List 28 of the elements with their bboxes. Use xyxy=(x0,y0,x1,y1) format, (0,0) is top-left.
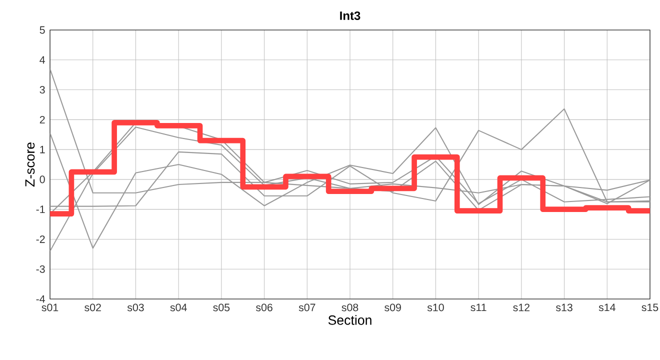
y-tick-label: 4 xyxy=(40,56,45,64)
x-tick-label: s05 xyxy=(213,304,230,312)
x-tick-label: s12 xyxy=(513,304,530,312)
y-tick-label: -4 xyxy=(36,295,45,303)
y-tick-label: 0 xyxy=(40,176,45,184)
x-tick-label: s01 xyxy=(42,304,58,312)
x-tick-label: s13 xyxy=(556,304,572,312)
y-tick-label: 5 xyxy=(40,26,45,34)
y-tick-label: 1 xyxy=(40,146,45,154)
y-tick-label: -2 xyxy=(36,235,45,243)
y-tick-label: 2 xyxy=(40,116,45,124)
y-axis-title: Z-score xyxy=(25,142,35,187)
x-tick-label: s07 xyxy=(298,304,316,312)
y-tick-label: -1 xyxy=(36,206,45,213)
x-tick-label: s15 xyxy=(642,304,658,312)
y-tick-label: -3 xyxy=(36,265,45,273)
x-tick-label: s09 xyxy=(384,304,401,312)
x-tick-label: s08 xyxy=(342,304,358,312)
chart-title: Int3 xyxy=(340,11,360,20)
x-tick-label: s11 xyxy=(470,304,486,312)
x-tick-label: s10 xyxy=(427,304,444,312)
x-tick-label: s04 xyxy=(170,304,187,312)
x-tick-label: s14 xyxy=(598,304,616,312)
y-tick-label: 3 xyxy=(40,86,45,94)
x-tick-label: s06 xyxy=(256,304,272,312)
x-axis-title: Section xyxy=(328,315,372,325)
x-tick-label: s03 xyxy=(127,304,144,312)
x-tick-label: s02 xyxy=(84,304,101,312)
